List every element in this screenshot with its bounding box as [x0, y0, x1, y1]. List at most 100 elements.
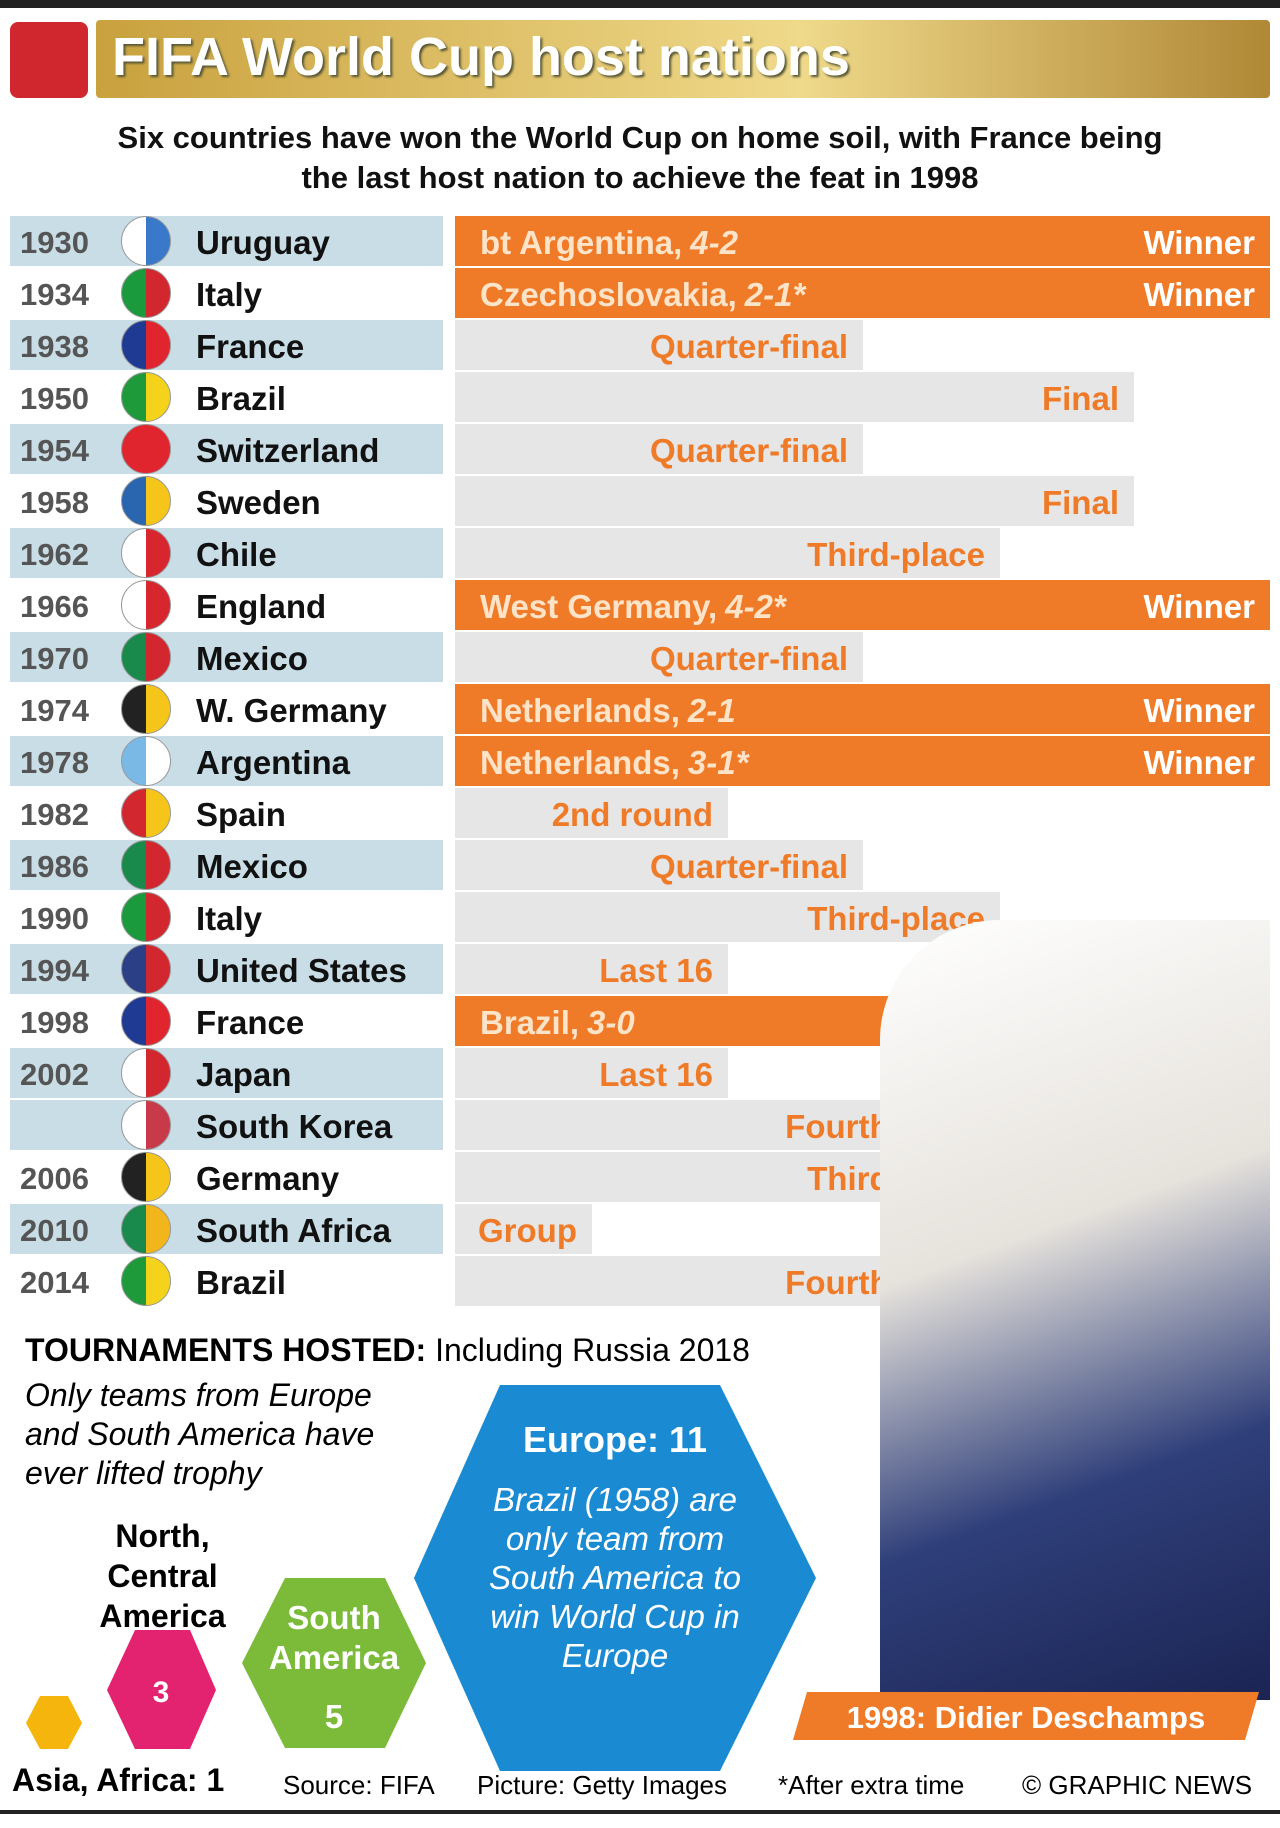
- country: Argentina: [196, 744, 351, 781]
- result-bar: [455, 892, 1000, 942]
- opponent: Czechoslovakia,: [480, 276, 737, 313]
- row-bg: [10, 424, 443, 474]
- status: Winner: [1143, 744, 1255, 781]
- result-bar: [455, 944, 728, 994]
- score: 4-2*: [725, 588, 786, 625]
- result-bar: [455, 684, 1270, 734]
- flag: [121, 944, 171, 994]
- flag: [121, 1256, 171, 1306]
- year: 1950: [20, 381, 89, 416]
- country: France: [196, 328, 305, 365]
- row-bg: [10, 1204, 443, 1254]
- country: Mexico: [196, 848, 308, 885]
- year: 1998: [20, 1005, 89, 1040]
- north-central-america-count: 3: [153, 1676, 170, 1709]
- south-america-count: 5: [325, 1698, 343, 1735]
- logo: [10, 22, 88, 98]
- result: Quarter-final: [649, 432, 848, 469]
- opponent: Netherlands,: [480, 692, 680, 729]
- result-bar: [455, 476, 1134, 526]
- year: 2014: [20, 1265, 89, 1300]
- row-bg: [10, 840, 443, 890]
- hosted-subheading: Including Russia 2018: [435, 1332, 750, 1368]
- country: W. Germany: [196, 692, 387, 729]
- result: Final: [1041, 484, 1119, 521]
- score: 2-1*: [744, 276, 806, 313]
- row-bg: [10, 528, 443, 578]
- europe-note: Brazil (1958) are only team from South A…: [489, 1481, 741, 1674]
- year: 1982: [20, 797, 89, 832]
- row-bg: [10, 944, 443, 994]
- country: Sweden: [196, 484, 321, 521]
- source: Source: FIFA: [283, 1770, 435, 1800]
- country: Japan: [196, 1056, 292, 1093]
- hosted-heading: TOURNAMENTS HOSTED:: [25, 1332, 427, 1368]
- row-bg: [10, 476, 443, 526]
- result: Third-place: [807, 536, 985, 573]
- score: 3-1*: [687, 744, 749, 781]
- caption-bg: [793, 1692, 1259, 1740]
- flag: [121, 528, 171, 578]
- country: South Korea: [196, 1108, 393, 1145]
- flag: [121, 632, 171, 682]
- row-bg: [10, 892, 443, 942]
- year: 1978: [20, 745, 89, 780]
- year: 1990: [20, 901, 89, 936]
- flag: [121, 216, 171, 266]
- year: 1970: [20, 641, 89, 676]
- year: 1994: [20, 953, 89, 988]
- north-central-america-label: North, Central America: [99, 1518, 226, 1634]
- result: Brazil, 3-0: [480, 1004, 635, 1042]
- result: Quarter-final: [649, 848, 848, 885]
- year: 1986: [20, 849, 89, 884]
- flag: [121, 892, 171, 942]
- result-bar: [455, 632, 863, 682]
- country: South Africa: [196, 1212, 391, 1249]
- country: Chile: [196, 536, 277, 573]
- opponent: West Germany,: [480, 588, 718, 625]
- opponent: Netherlands,: [480, 744, 680, 781]
- south-america-hex: [242, 1578, 426, 1748]
- hosted: TOURNAMENTS HOSTED: Including Russia 201…: [25, 1332, 750, 1369]
- flag: [121, 996, 171, 1046]
- opponent: Brazil,: [480, 1004, 580, 1041]
- row-bg: [10, 788, 443, 838]
- country: Brazil: [196, 1264, 286, 1301]
- result-bar: [455, 216, 1270, 266]
- year: 1934: [20, 277, 89, 312]
- row-bg: [10, 1048, 443, 1098]
- row-bg: [10, 1152, 443, 1202]
- score: 3-0: [587, 1004, 635, 1041]
- country: Italy: [196, 900, 263, 937]
- year: 2010: [20, 1213, 89, 1248]
- picture-credit: Picture: Getty Images: [477, 1770, 727, 1800]
- hosted-note: Only teams from Europe and South America…: [25, 1377, 375, 1491]
- year: 2006: [20, 1161, 89, 1196]
- flag: [121, 372, 171, 422]
- country: Italy: [196, 276, 263, 313]
- asia-africa-hex: [26, 1696, 82, 1749]
- status: Winner: [1143, 692, 1255, 729]
- row-bg: [10, 320, 443, 370]
- country: Mexico: [196, 640, 308, 677]
- score: 4-2: [690, 224, 738, 261]
- year: 1966: [20, 589, 89, 624]
- photo: [880, 920, 1270, 1700]
- result: 2nd round: [551, 796, 713, 833]
- flag: [121, 424, 171, 474]
- year: 1930: [20, 225, 89, 260]
- year: 1962: [20, 537, 89, 572]
- result: Quarter-final: [649, 640, 848, 677]
- result: Last 16: [599, 1056, 713, 1093]
- result-bar: [455, 1204, 592, 1254]
- country: England: [196, 588, 327, 625]
- result-bar: [455, 320, 863, 370]
- result: Final: [1041, 380, 1119, 417]
- europe-hex: [414, 1385, 816, 1771]
- result-bar: [455, 736, 1270, 786]
- country: Brazil: [196, 380, 286, 417]
- country: Spain: [196, 796, 286, 833]
- south-america-label: South America: [268, 1599, 400, 1676]
- result: bt Argentina, 4-2: [480, 224, 738, 262]
- subtitle: Six countries have won the World Cup on …: [117, 120, 1163, 195]
